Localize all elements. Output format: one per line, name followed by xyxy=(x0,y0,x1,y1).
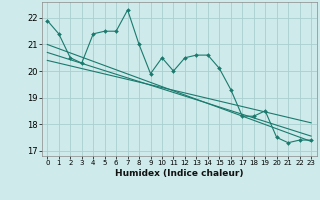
X-axis label: Humidex (Indice chaleur): Humidex (Indice chaleur) xyxy=(115,169,244,178)
